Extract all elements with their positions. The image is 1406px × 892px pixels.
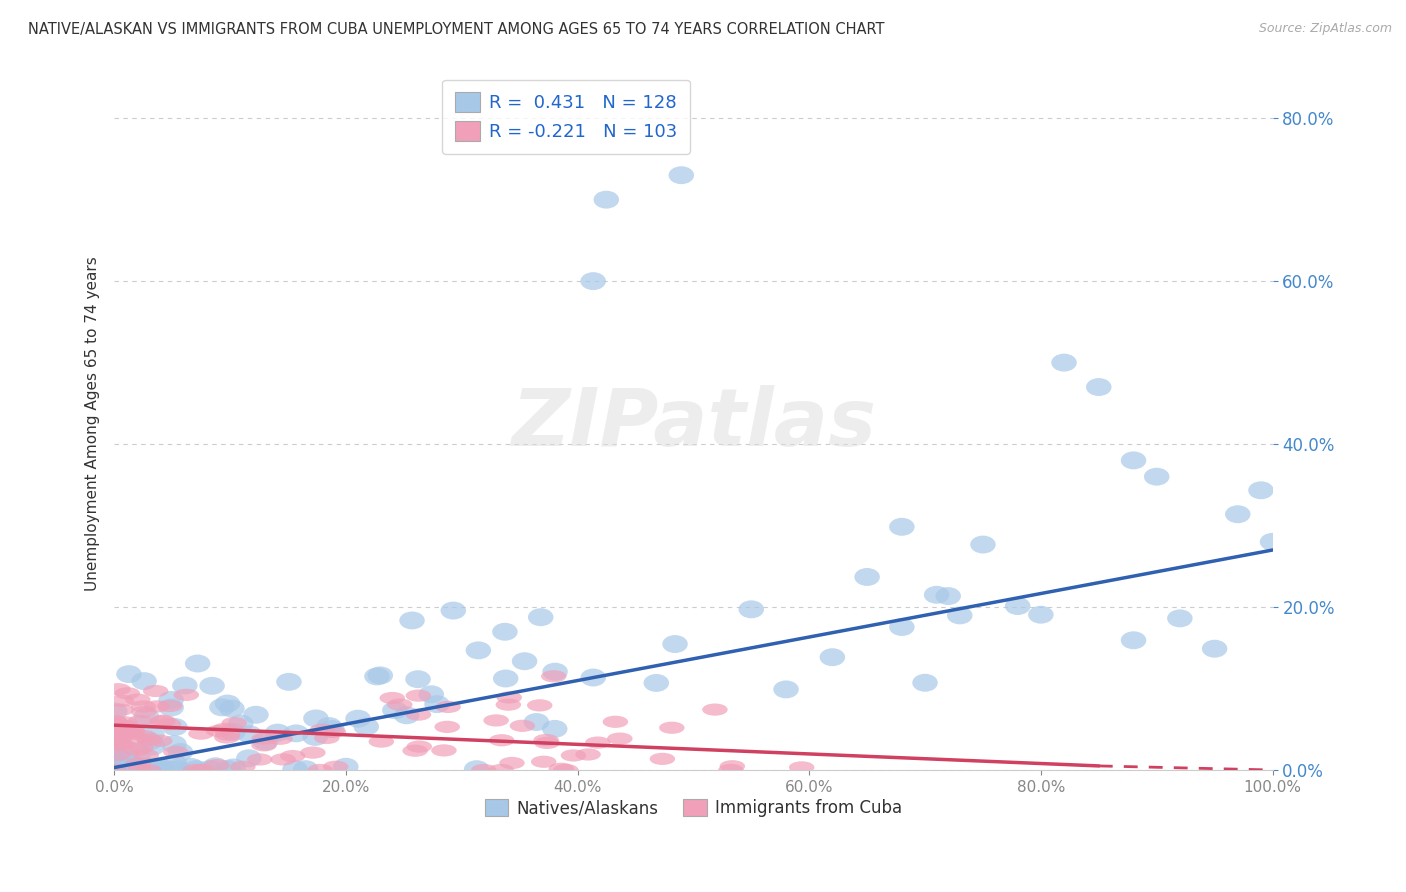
Text: NATIVE/ALASKAN VS IMMIGRANTS FROM CUBA UNEMPLOYMENT AMONG AGES 65 TO 74 YEARS CO: NATIVE/ALASKAN VS IMMIGRANTS FROM CUBA U… (28, 22, 884, 37)
Y-axis label: Unemployment Among Ages 65 to 74 years: Unemployment Among Ages 65 to 74 years (86, 256, 100, 591)
Legend: Natives/Alaskans, Immigrants from Cuba: Natives/Alaskans, Immigrants from Cuba (478, 792, 908, 824)
Text: Source: ZipAtlas.com: Source: ZipAtlas.com (1258, 22, 1392, 36)
Text: ZIPatlas: ZIPatlas (510, 384, 876, 463)
